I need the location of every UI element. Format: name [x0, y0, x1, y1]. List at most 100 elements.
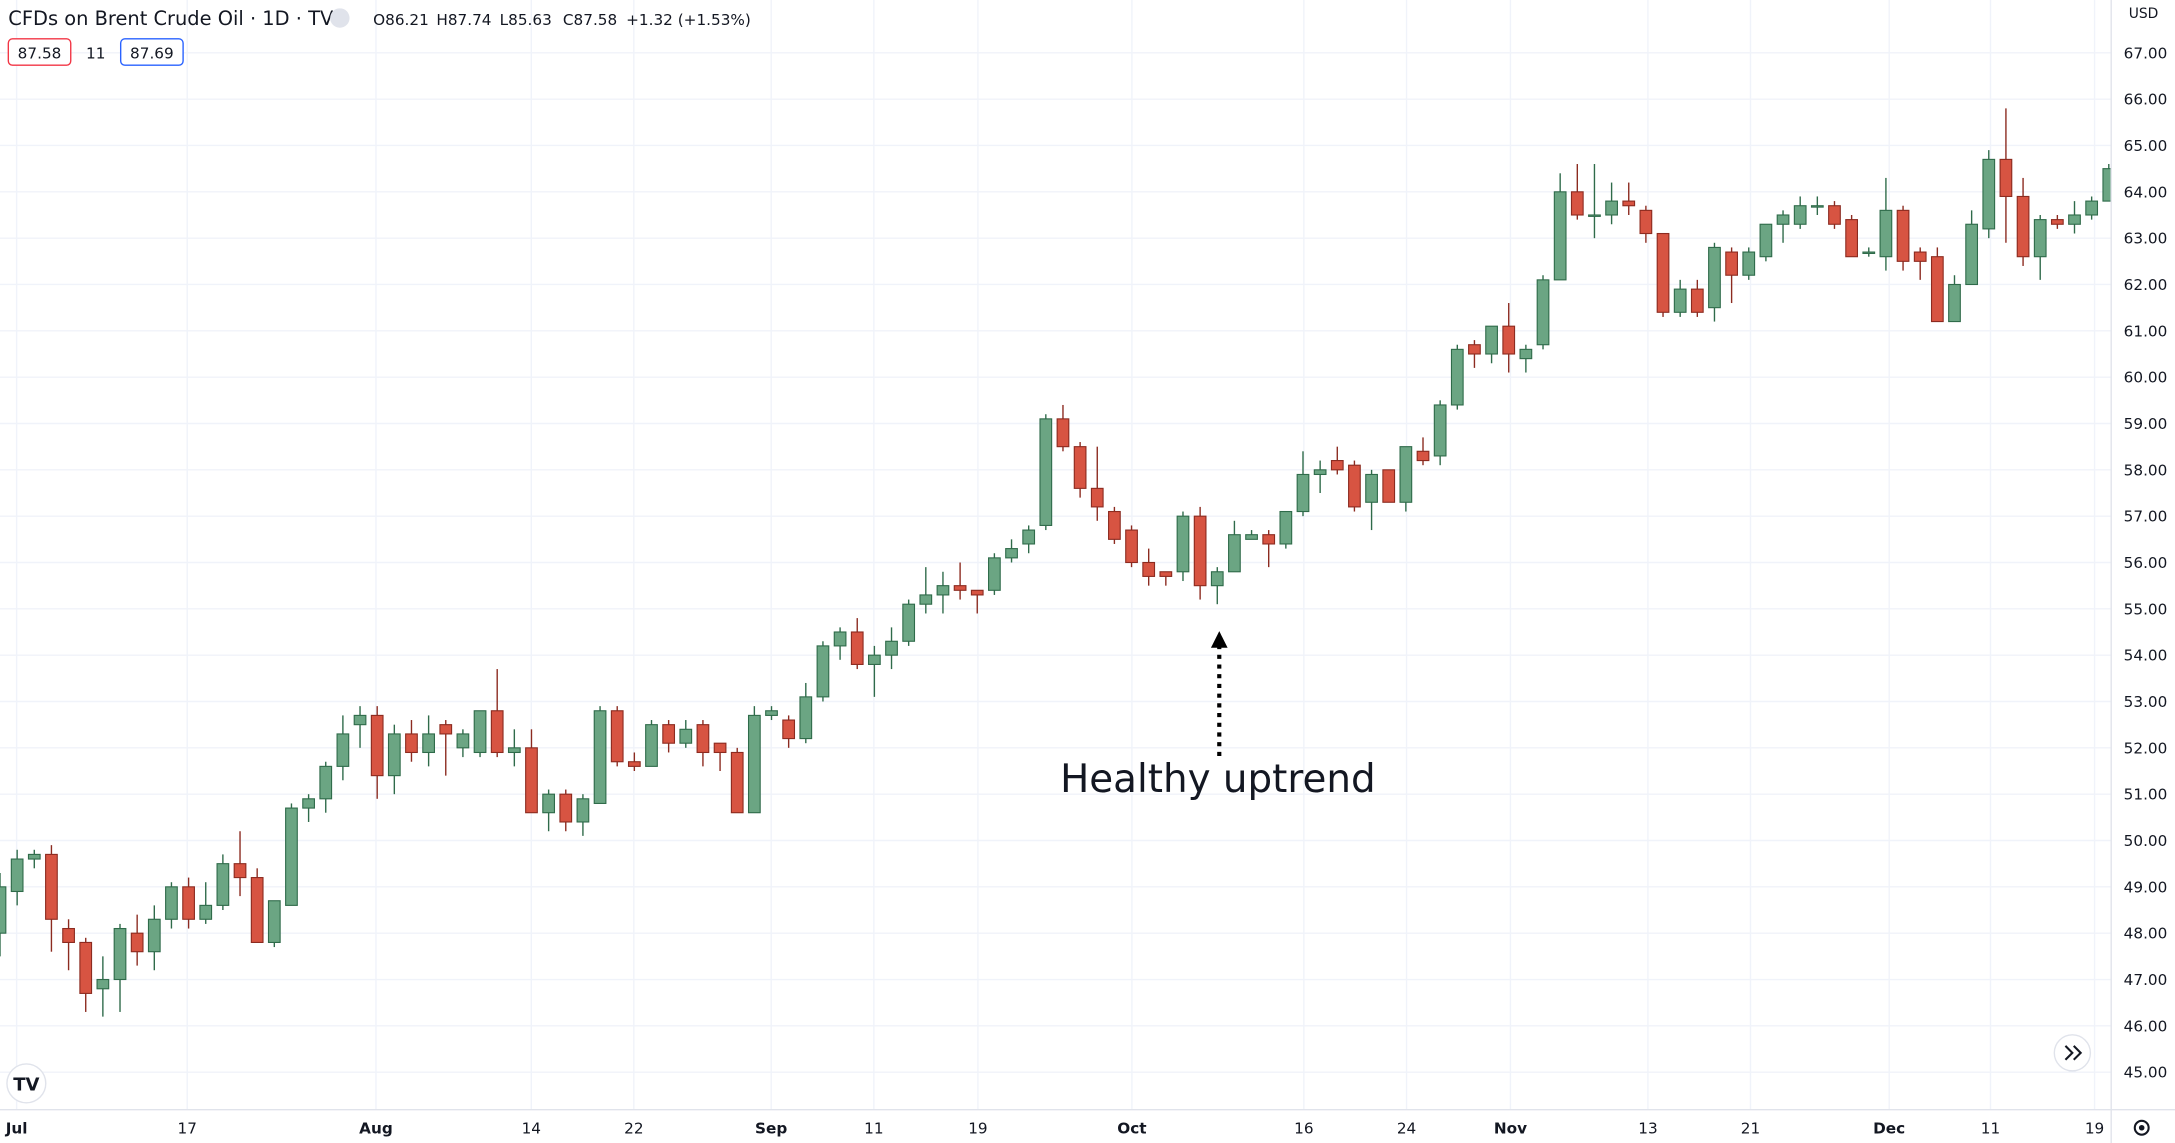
candle-body: [2102, 168, 2112, 202]
candle-body: [593, 710, 607, 804]
y-tick-label: 66.00: [2124, 91, 2168, 109]
candle-body: [816, 645, 830, 698]
candle-body: [1382, 469, 1396, 503]
candle-body: [1930, 256, 1944, 323]
candle-body: [79, 941, 93, 994]
scroll-button[interactable]: [2053, 1034, 2092, 1072]
candle-body: [199, 904, 213, 920]
candle-body: [1330, 460, 1344, 471]
candle-body: [1073, 446, 1087, 489]
candle-body: [319, 765, 333, 800]
candle-body: [1622, 200, 1636, 207]
x-tick-label: Aug: [359, 1119, 393, 1137]
candle-body: [182, 886, 195, 920]
candle-body: [1536, 279, 1550, 346]
candle-body: [1468, 344, 1481, 355]
x-tick-label: 24: [1397, 1119, 1416, 1137]
candle-body: [1759, 223, 1773, 258]
candle-body: [1965, 223, 1979, 286]
ohlc-legend: +1.32 (+1.53%): [626, 11, 751, 29]
y-tick-label: 47.00: [2124, 971, 2168, 989]
candle-body: [507, 747, 521, 754]
candle-body: [1742, 251, 1756, 276]
candle-body: [1948, 283, 1961, 323]
candle-body: [473, 710, 487, 754]
x-tick-label: Nov: [1494, 1119, 1527, 1137]
x-tick-label: Oct: [1117, 1119, 1146, 1137]
y-tick-label: 57.00: [2124, 508, 2168, 526]
candle-body: [1159, 571, 1173, 577]
x-tick-label: 21: [1741, 1119, 1760, 1137]
candle-body: [10, 858, 24, 893]
candle-body: [1879, 209, 1893, 258]
candle-body: [1125, 529, 1138, 564]
candle-body: [1913, 251, 1927, 262]
candle-body: [1588, 214, 1601, 217]
annotation: Healthy uptrend: [1060, 757, 1376, 802]
candle-body: [1348, 464, 1361, 508]
y-tick-label: 64.00: [2124, 183, 2168, 201]
candle-body: [953, 585, 967, 591]
candle-body: [1228, 534, 1241, 573]
candle-body: [45, 853, 58, 920]
candle-body: [1279, 510, 1293, 545]
candle-body: [627, 761, 641, 767]
labels: 45.00 46.00 47.00 48.00 49.00 50.00 51.00 52.00…: [5, 44, 2168, 1137]
candle-body: [1999, 158, 2013, 198]
ohlc-legend: H87.74: [436, 11, 491, 29]
price-badge-box: [7, 38, 72, 66]
y-tick-label: 67.00: [2124, 44, 2168, 62]
candle-body: [542, 793, 556, 814]
candle-body: [799, 696, 813, 740]
candle-body: [216, 863, 230, 906]
candle-body: [1313, 469, 1327, 476]
x-tick-label: 14: [522, 1119, 541, 1137]
candle-body: [130, 932, 144, 953]
x-tick-label: 22: [624, 1119, 643, 1137]
tv-logo[interactable]: TV: [6, 1063, 47, 1104]
x-tick-label: Jul: [5, 1119, 28, 1137]
candle-body: [747, 714, 761, 814]
settings-button[interactable]: [2133, 1119, 2150, 1136]
candle-body: [1845, 219, 1859, 258]
candle-body: [1108, 510, 1121, 540]
currency[interactable]: USD: [2129, 6, 2159, 22]
candle-body: [1982, 158, 1996, 230]
candle-body: [1793, 205, 1807, 225]
candle-body: [1656, 232, 1670, 313]
x-tick-label: 19: [968, 1119, 987, 1137]
y-tick-label: 62.00: [2124, 276, 2168, 294]
candle-body: [1176, 515, 1190, 573]
candle-body: [490, 710, 504, 754]
y-tick-label: 59.00: [2124, 415, 2168, 433]
candle-body: [1399, 446, 1413, 503]
candle-body: [96, 978, 110, 990]
candle-body: [250, 877, 264, 943]
candle-body: [1245, 534, 1258, 540]
candle-body: [1605, 200, 1618, 216]
chart-title: CFDs on Brent Crude Oil · 1D · TVC: [8, 7, 346, 30]
candle-body: [713, 742, 727, 754]
x-tick-label: 13: [1638, 1119, 1657, 1137]
candle-body: [662, 724, 676, 744]
candle-body: [1296, 473, 1310, 513]
candle-body: [353, 714, 367, 726]
svg-text:TV: TV: [13, 1074, 39, 1095]
candle-body: [387, 733, 401, 777]
y-tick-label: 61.00: [2124, 322, 2168, 340]
candle-body: [1708, 246, 1721, 309]
legend-toggle[interactable]: [330, 8, 350, 28]
candle-body: [1896, 209, 1910, 262]
x-tick-label: 16: [1294, 1119, 1313, 1137]
y-tick-label: 46.00: [2124, 1017, 2168, 1035]
candle-body: [2050, 219, 2064, 225]
y-tick-label: 63.00: [2124, 230, 2168, 248]
candle-body: [902, 603, 916, 642]
candle-body: [1262, 534, 1276, 545]
candle-body: [233, 863, 247, 879]
y-tick-label: 56.00: [2124, 554, 2168, 572]
candle-body: [165, 886, 178, 920]
candle-body: [645, 724, 658, 767]
candle-body: [559, 793, 573, 823]
x-tick-label: 11: [864, 1119, 883, 1137]
